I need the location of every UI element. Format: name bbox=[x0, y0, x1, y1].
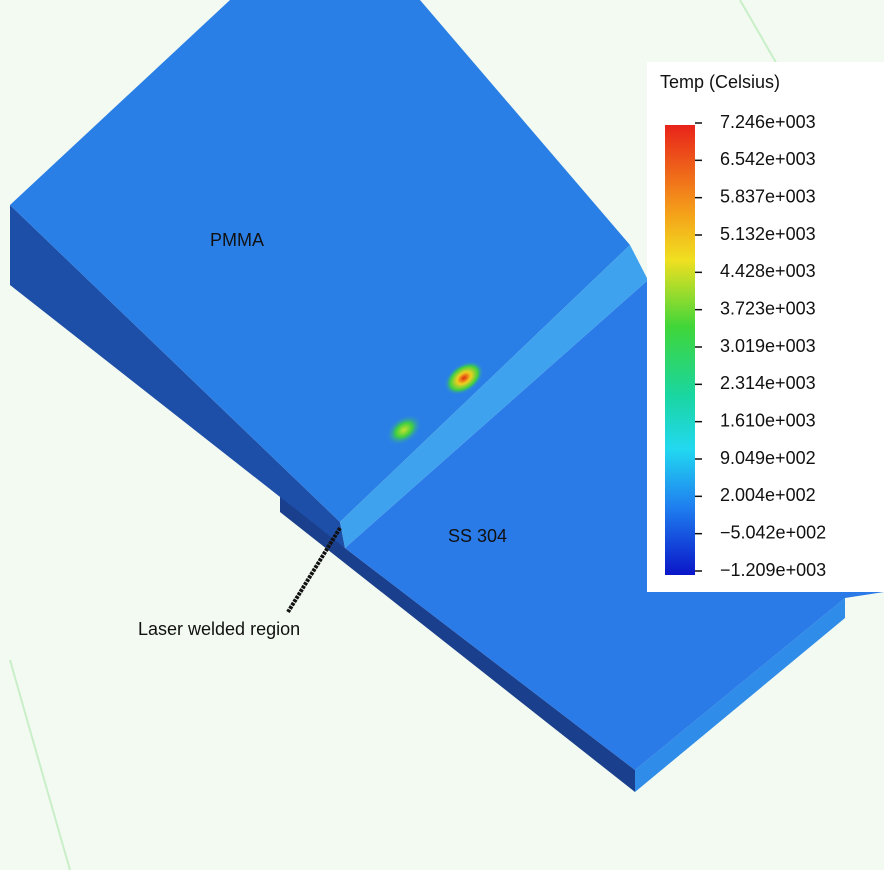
legend-label: 7.246e+003 bbox=[720, 112, 816, 132]
color-bar bbox=[665, 125, 695, 575]
legend-label: 2.004e+002 bbox=[720, 485, 816, 505]
legend-label: 1.610e+003 bbox=[720, 410, 816, 430]
legend-label: 5.132e+003 bbox=[720, 224, 816, 244]
legend-label: 4.428e+003 bbox=[720, 261, 816, 281]
legend: Temp (Celsius) 7.246e+003 6.542e+003 5.837… bbox=[647, 62, 884, 592]
legend-label: 3.723e+003 bbox=[720, 298, 816, 318]
pmma-label: PMMA bbox=[210, 230, 264, 250]
legend-label: 3.019e+003 bbox=[720, 336, 816, 356]
legend-label: 6.542e+003 bbox=[720, 149, 816, 169]
legend-label: −1.209e+003 bbox=[720, 560, 826, 580]
legend-label: −5.042e+002 bbox=[720, 522, 826, 542]
legend-title: Temp (Celsius) bbox=[660, 72, 780, 92]
legend-label: 9.049e+002 bbox=[720, 448, 816, 468]
weld-label: Laser welded region bbox=[138, 619, 300, 639]
figure: PMMA SS 304 Laser welded region Temp (Ce… bbox=[0, 0, 884, 870]
ss-label: SS 304 bbox=[448, 526, 507, 546]
legend-label: 5.837e+003 bbox=[720, 186, 816, 206]
legend-label: 2.314e+003 bbox=[720, 373, 816, 393]
